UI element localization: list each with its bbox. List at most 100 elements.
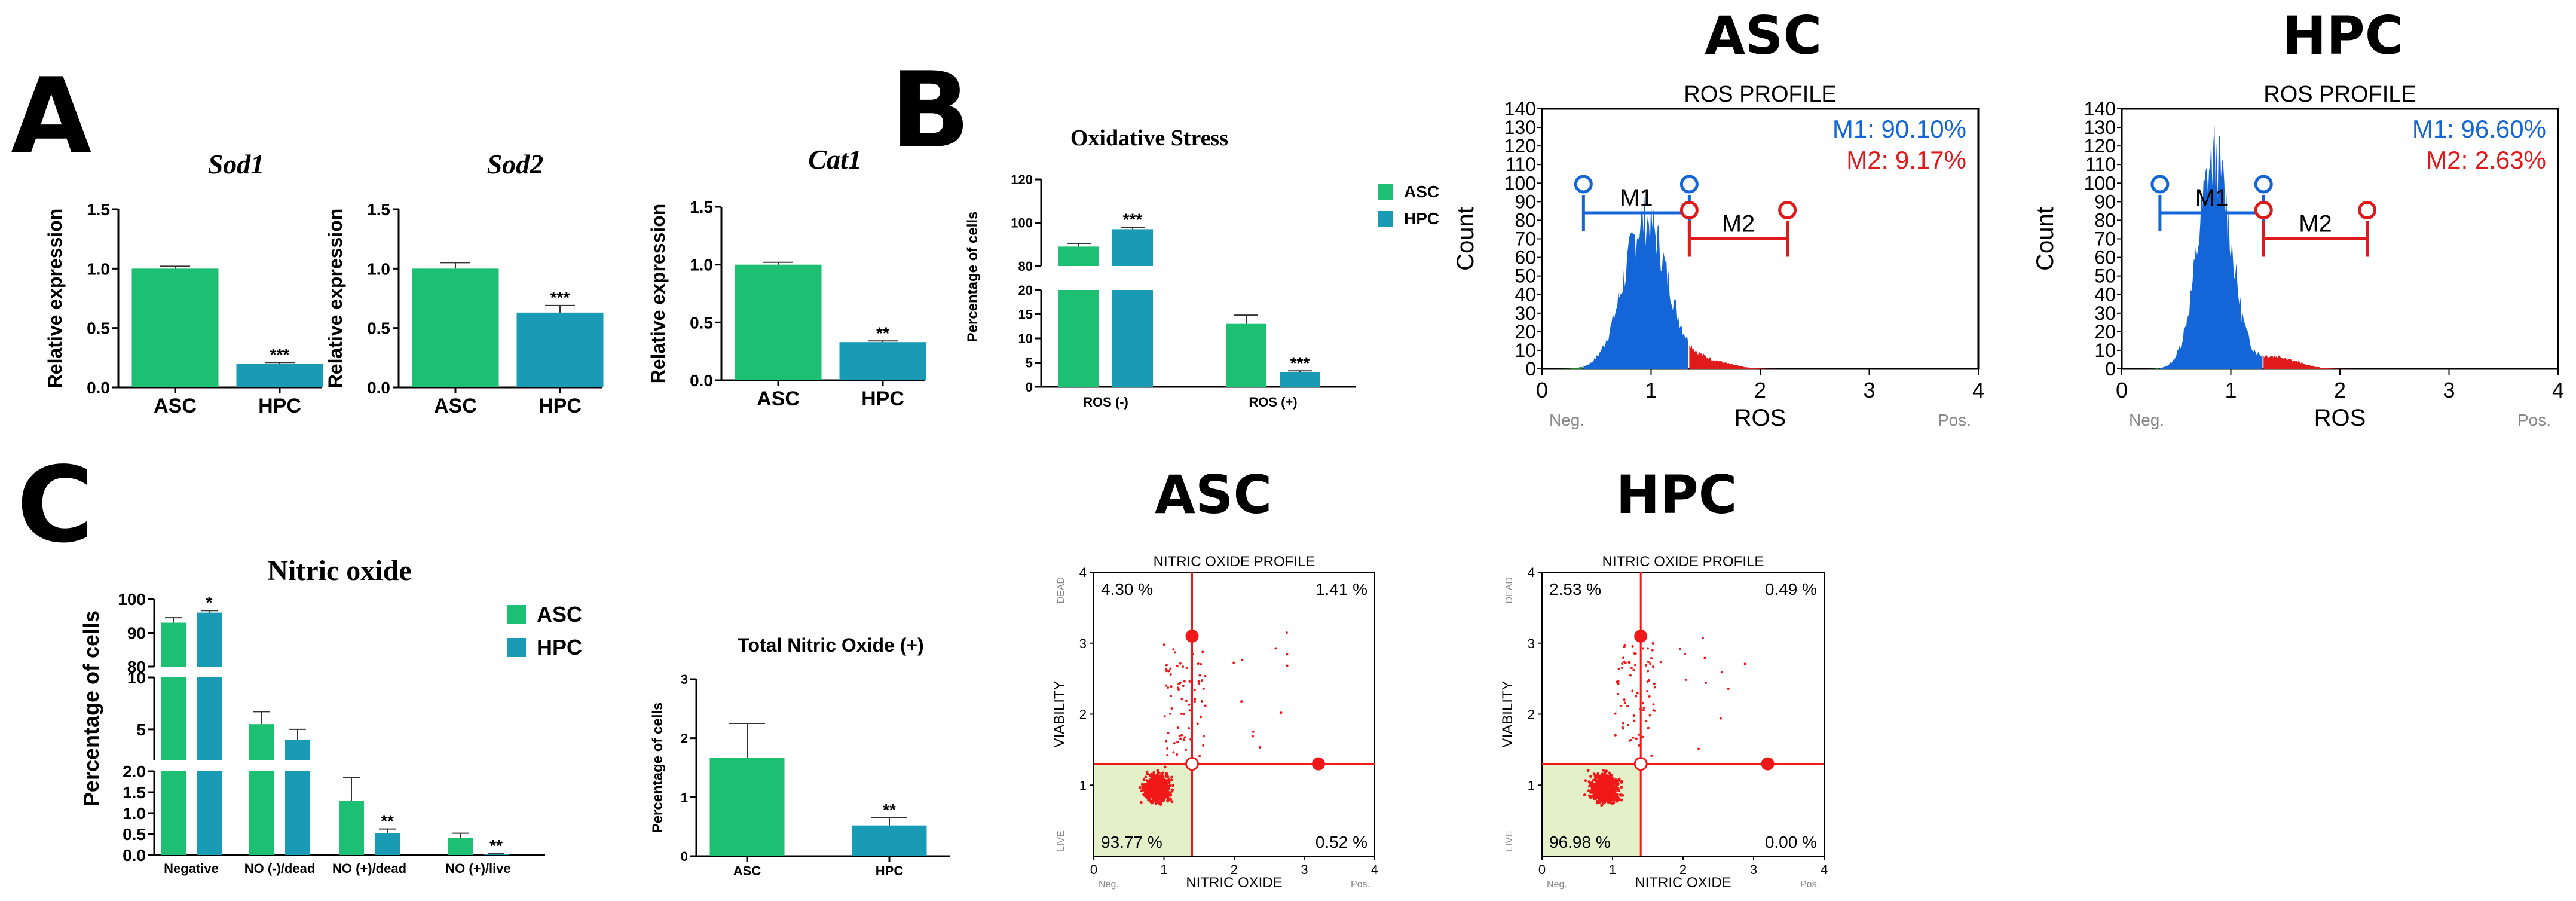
event-dot — [1633, 652, 1636, 655]
event-dot — [1150, 799, 1154, 803]
y-axis-label: Count — [1452, 207, 1479, 271]
legend-swatch-hpc — [1378, 211, 1393, 227]
event-dot — [1642, 707, 1645, 710]
heading-asc-top: ASC — [1705, 5, 1822, 66]
legend-swatch-asc — [1378, 184, 1393, 200]
event-dot — [1180, 712, 1183, 715]
event-dot — [1139, 801, 1143, 804]
event-dot — [1158, 788, 1161, 792]
event-dot — [1144, 775, 1148, 779]
event-dot — [1620, 666, 1623, 669]
y-tick-label: 2 — [681, 731, 688, 746]
event-dot — [1198, 755, 1201, 758]
histogram-ungated — [1547, 366, 1583, 369]
event-dot — [1155, 775, 1158, 779]
event-dot — [1153, 775, 1156, 778]
y-tick-label: 2 — [1528, 707, 1535, 722]
bar-asc — [131, 268, 219, 387]
event-dot — [1197, 662, 1200, 665]
event-dot — [1631, 645, 1634, 648]
event-dot — [1169, 667, 1172, 670]
x-axis-pos: Pos. — [1351, 879, 1370, 890]
x-tick-label: ASC — [434, 395, 477, 417]
event-dot — [1611, 798, 1614, 802]
y-tick-label: 1.0 — [367, 259, 390, 278]
event-dot — [1590, 784, 1594, 788]
y-tick-label: 0.5 — [87, 319, 110, 338]
histogram-m1 — [2159, 124, 2263, 369]
gate-m1-stat: M1: 96.60% — [2412, 115, 2546, 143]
event-dot — [1151, 786, 1155, 790]
bar-asc — [249, 771, 274, 855]
chart-title: ROS PROFILE — [2263, 82, 2416, 107]
event-dot — [1166, 799, 1170, 802]
y-tick-label: 10 — [1515, 340, 1536, 361]
x-tick-label: ROS (-) — [1083, 395, 1128, 410]
event-dot — [1172, 751, 1175, 754]
event-dot — [1611, 780, 1614, 783]
event-dot — [1617, 667, 1620, 670]
event-dot — [1182, 685, 1185, 688]
event-dot — [1157, 786, 1160, 789]
event-dot — [1588, 784, 1591, 788]
event-dot — [1609, 787, 1613, 790]
event-dot — [1651, 665, 1654, 668]
event-dot — [1170, 775, 1173, 779]
significance-mark: *** — [1123, 210, 1143, 228]
event-dot — [1170, 778, 1173, 782]
event-dot — [1170, 685, 1173, 688]
legend-label-asc: ASC — [1404, 182, 1439, 201]
y-axis-label: Count — [2032, 207, 2058, 271]
heading-hpc-top: HPC — [2283, 5, 2404, 66]
event-dot — [1171, 788, 1174, 792]
significance-mark: ** — [876, 323, 889, 342]
bar-hpc — [516, 312, 604, 387]
gate-m2-handle-left — [1679, 201, 1699, 219]
y-axis-dead: DEAD — [1056, 577, 1066, 603]
x-axis-neg: Neg. — [1099, 879, 1119, 890]
event-dot — [1653, 686, 1656, 689]
event-dot — [1158, 774, 1161, 778]
gate-m1-handle-right — [2254, 175, 2273, 194]
event-dot — [1142, 778, 1146, 781]
event-dot — [1595, 785, 1599, 788]
y-axis-live: LIVE — [1056, 830, 1066, 851]
event-dot — [1623, 698, 1626, 701]
chart-no-profile-hpc: NITRIC OXIDE PROFILE 0 1 2 3 4 1 2 3 4 NITRIC OXID… — [1500, 554, 1828, 891]
event-dot — [1592, 778, 1595, 782]
bar-hpc — [1280, 372, 1320, 387]
event-dot — [1163, 765, 1167, 769]
event-dot — [1158, 802, 1162, 805]
event-dot — [1622, 656, 1625, 659]
x-axis-pos: Pos. — [1800, 879, 1819, 890]
event-dot — [1602, 784, 1606, 787]
event-dot — [1152, 781, 1155, 785]
x-tick-label: 0 — [1538, 862, 1546, 877]
event-dot — [1146, 772, 1149, 776]
event-dot — [1165, 664, 1168, 667]
event-dot — [1162, 777, 1165, 781]
gate-m2-stat: M2: 2.63% — [2426, 146, 2546, 174]
event-dot — [1160, 786, 1164, 790]
event-dot — [1626, 704, 1629, 707]
bar-asc — [1226, 323, 1266, 387]
chart-nitric-oxide: Nitric oxide Percentage of cells 0.0 0.5 1.0… — [79, 555, 582, 876]
quadrant-top-left: 4.30 % — [1101, 580, 1153, 598]
event-dot — [1151, 774, 1154, 778]
event-dot — [1599, 783, 1602, 786]
event-dot — [1601, 777, 1604, 781]
event-dot — [1200, 662, 1203, 665]
y-tick-label: 1.5 — [87, 200, 110, 219]
quadrant-handle — [1761, 757, 1775, 771]
x-tick-label: NO (+)/dead — [332, 861, 406, 876]
quadrant-top-right: 0.49 % — [1765, 580, 1817, 598]
event-dot — [1170, 800, 1174, 804]
y-tick-label: 3 — [1528, 636, 1535, 651]
y-tick-label: 4 — [1079, 565, 1087, 580]
y-tick-label: 70 — [2094, 228, 2116, 250]
event-dot — [1182, 738, 1185, 741]
event-dot — [1647, 661, 1650, 664]
event-dot — [1285, 631, 1288, 634]
event-dot — [1178, 734, 1181, 737]
